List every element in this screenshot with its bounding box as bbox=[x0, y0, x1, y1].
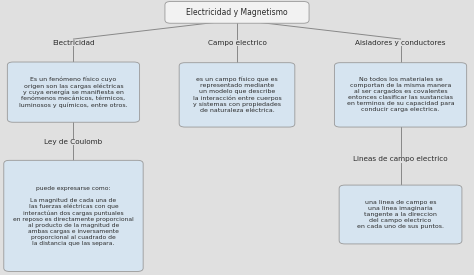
FancyBboxPatch shape bbox=[165, 1, 309, 23]
FancyBboxPatch shape bbox=[7, 62, 140, 122]
Text: Campo electrico: Campo electrico bbox=[208, 40, 266, 46]
Text: una linea de campo es
una linea imaginaria
tangente a la direccion
del campo ele: una linea de campo es una linea imaginar… bbox=[357, 200, 444, 229]
Text: Lineas de campo electrico: Lineas de campo electrico bbox=[353, 156, 448, 163]
Text: Aisladores y conductores: Aisladores y conductores bbox=[356, 40, 446, 46]
Text: Ley de Coulomb: Ley de Coulomb bbox=[45, 139, 102, 145]
Text: No todos los materiales se
comportan de la misma manera
al ser cargados es coval: No todos los materiales se comportan de … bbox=[346, 77, 455, 112]
Text: Es un fenómeno físico cuyo
origen son las cargas eléctricas
y cuya energía se ma: Es un fenómeno físico cuyo origen son la… bbox=[19, 76, 128, 108]
FancyBboxPatch shape bbox=[179, 63, 295, 127]
FancyBboxPatch shape bbox=[339, 185, 462, 244]
Text: puede expresarse como:

La magnitud de cada una de
las fuerzas eléctricas con qu: puede expresarse como: La magnitud de ca… bbox=[13, 186, 134, 246]
FancyBboxPatch shape bbox=[4, 160, 143, 271]
Text: Electricidad y Magnetismo: Electricidad y Magnetismo bbox=[186, 8, 288, 17]
FancyBboxPatch shape bbox=[334, 63, 466, 127]
Text: Electricidad: Electricidad bbox=[52, 40, 95, 46]
Text: es un campo físico que es
representado mediante
un modelo que describe
la intera: es un campo físico que es representado m… bbox=[192, 77, 282, 113]
